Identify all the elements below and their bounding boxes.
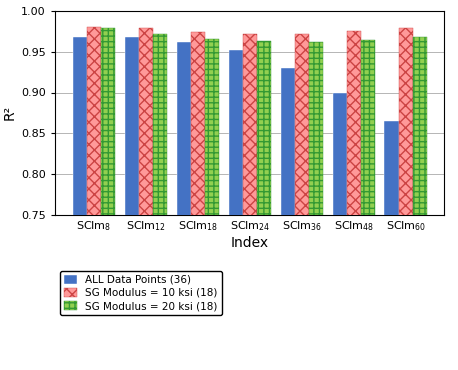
Bar bbox=[139, 28, 153, 370]
Bar bbox=[125, 37, 139, 370]
Bar bbox=[177, 42, 191, 370]
Bar bbox=[87, 27, 101, 370]
Bar bbox=[281, 68, 294, 370]
Y-axis label: R²: R² bbox=[3, 105, 17, 120]
Bar bbox=[73, 37, 87, 370]
Bar bbox=[191, 32, 205, 370]
Bar bbox=[360, 40, 375, 370]
Bar bbox=[384, 121, 398, 370]
Bar bbox=[101, 28, 115, 370]
Bar bbox=[153, 34, 167, 370]
Bar bbox=[243, 34, 256, 370]
Bar bbox=[205, 39, 218, 370]
X-axis label: Index: Index bbox=[230, 236, 269, 250]
Bar bbox=[347, 31, 360, 370]
Bar bbox=[309, 42, 322, 370]
Bar bbox=[333, 92, 347, 370]
Bar bbox=[398, 28, 413, 370]
Bar bbox=[256, 41, 271, 370]
Bar bbox=[413, 37, 426, 370]
Bar bbox=[229, 50, 243, 370]
Bar bbox=[294, 34, 309, 370]
Legend: ALL Data Points (36), SG Modulus = 10 ksi (18), SG Modulus = 20 ksi (18): ALL Data Points (36), SG Modulus = 10 ks… bbox=[60, 270, 222, 315]
